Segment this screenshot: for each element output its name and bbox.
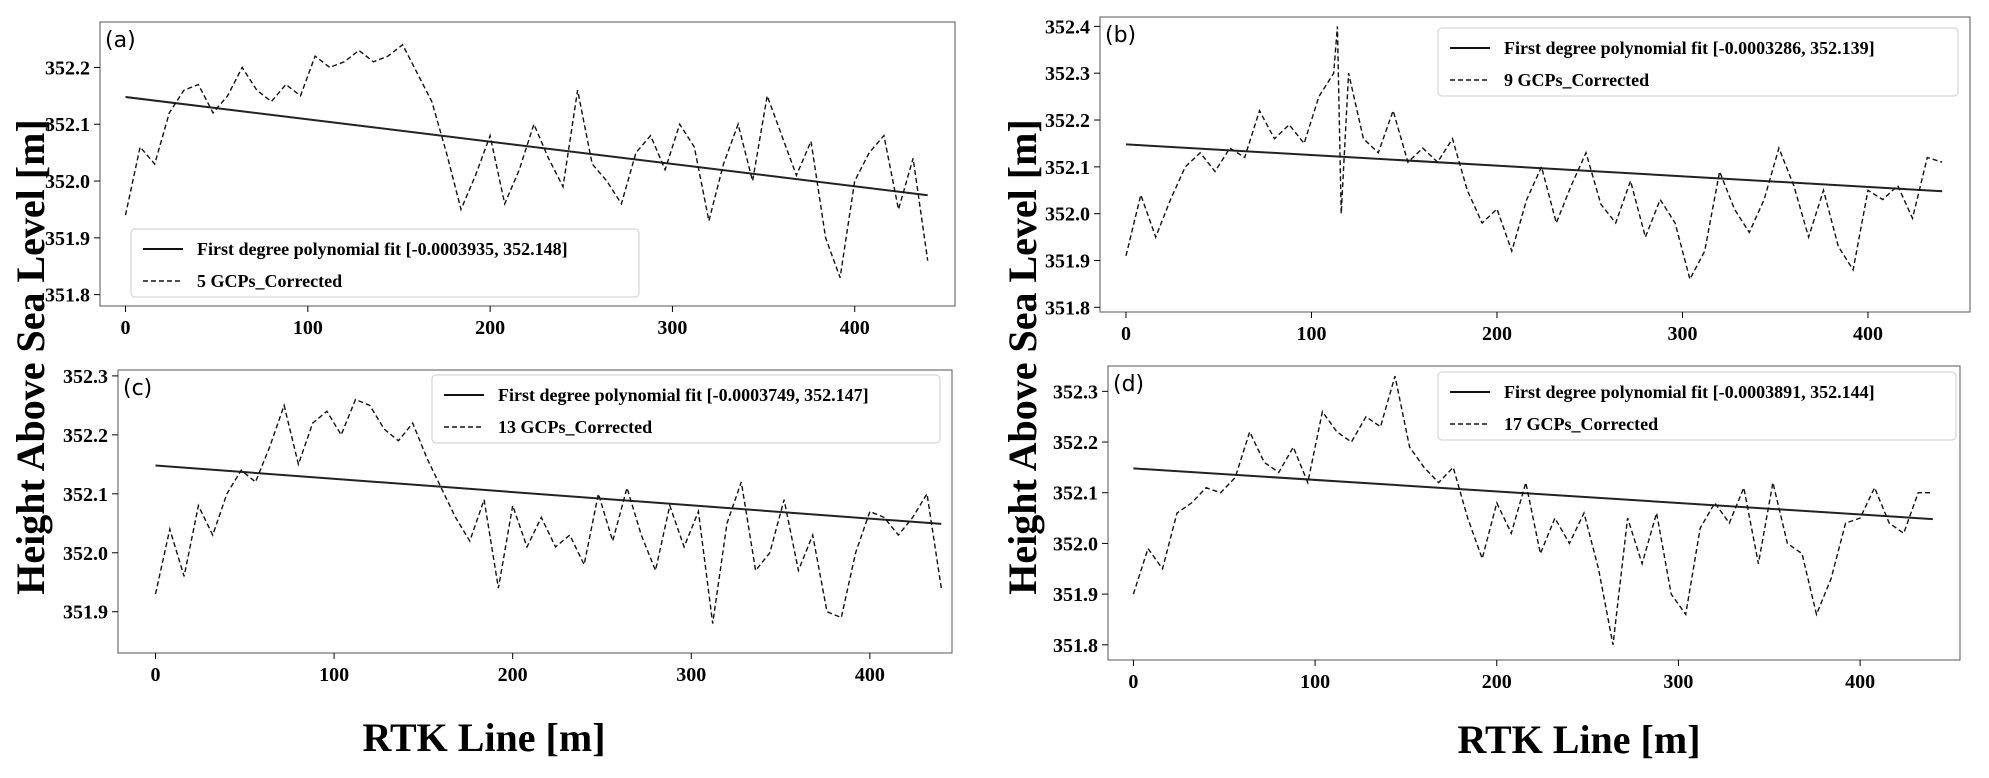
y-tick-label: 352.2 [1045, 110, 1090, 132]
series-line-fit [155, 464, 942, 525]
x-tick-label: 200 [1482, 323, 1512, 345]
legend-box [1437, 27, 1959, 97]
x-tick-label: 0 [151, 664, 161, 686]
y-tick-label: 352.3 [63, 366, 108, 388]
plot-frame [99, 21, 956, 307]
y-tick-label: 352.2 [45, 57, 90, 79]
series-line-fit [1125, 143, 1943, 193]
plot-frame [1099, 16, 1971, 313]
legend-box [431, 374, 941, 444]
legend-box [130, 228, 640, 298]
series-line-fit [1133, 467, 1933, 521]
x-tick-label: 0 [1121, 323, 1131, 345]
y-tick-label: 352.2 [63, 425, 108, 447]
y-tick-label: 351.8 [1053, 635, 1098, 657]
legend: First degree polynomial fit [-0.0003891,… [1437, 371, 1957, 441]
x-tick-label: 300 [1667, 323, 1697, 345]
x-tick-label: 100 [1300, 671, 1330, 693]
plot-frame [117, 369, 953, 654]
y-tick-label: 351.8 [1045, 297, 1090, 319]
y-tick-label: 352.0 [1053, 533, 1098, 555]
y-axis-label-left: Height Above Sea Level [m] [8, 119, 53, 595]
x-tick-label: 200 [475, 317, 505, 339]
x-tick-label: 200 [498, 664, 528, 686]
plot-frame [1107, 365, 1961, 661]
y-tick-label: 352.1 [63, 484, 108, 506]
chart-panel-2: 0 100 200 300 400 352.4 352.3 352.2 352.1 352.0 35… [1045, 16, 1971, 345]
legend-entry: First degree polynomial fit [-0.0003891,… [1504, 382, 1875, 402]
y-tick-label: 351.9 [45, 228, 90, 250]
x-tick-label: 100 [293, 317, 323, 339]
y-tick-label: 352.1 [1053, 483, 1098, 505]
x-axis-label-left: RTK Line [m] [362, 715, 605, 760]
y-tick-label: 351.9 [63, 602, 108, 624]
y-tick-label: 352.0 [63, 543, 108, 565]
y-tick-label: 352.2 [1053, 432, 1098, 454]
x-axis-label-right: RTK Line [m] [1457, 717, 1700, 762]
y-tick-label: 352.0 [45, 171, 90, 193]
series-line-gcps [124, 43, 929, 278]
series-line-gcps [1125, 26, 1943, 282]
x-tick-label: 200 [1482, 671, 1512, 693]
x-tick-label: 300 [676, 664, 706, 686]
legend-box [1437, 371, 1957, 441]
y-tick-label: 351.9 [1045, 250, 1090, 272]
x-tick-label: 0 [121, 317, 131, 339]
x-tick-label: 0 [1128, 671, 1138, 693]
legend: First degree polynomial fit [-0.0003749,… [431, 374, 941, 444]
x-tick-label: 100 [319, 664, 349, 686]
series-line-gcps [1132, 375, 1933, 645]
x-tick-label: 400 [855, 664, 885, 686]
legend-entry: 5 GCPs_Corrected [197, 271, 342, 291]
y-tick-label: 352.1 [1045, 157, 1090, 179]
legend-entry: 9 GCPs_Corrected [1504, 70, 1649, 90]
panel-tag: (d) [1113, 372, 1144, 397]
legend-entry: First degree polynomial fit [-0.0003749,… [498, 385, 869, 405]
x-tick-label: 300 [1663, 671, 1693, 693]
y-tick-label: 352.3 [1045, 63, 1090, 85]
y-tick-label: 352.0 [1045, 204, 1090, 226]
x-tick-label: 300 [657, 317, 687, 339]
x-tick-label: 400 [840, 317, 870, 339]
panel-tag: (c) [123, 376, 152, 401]
series-line-fit [125, 96, 928, 197]
legend-entry: First degree polynomial fit [-0.0003935,… [197, 239, 568, 259]
chart-panel-1: 0 100 200 300 400 352.2 352.1 352.0 351.9 351.8 (a… [45, 21, 956, 339]
legend-entry: First degree polynomial fit [-0.0003286,… [1504, 38, 1875, 58]
chart-panel-4: 0 100 200 300 400 352.3 352.2 352.1 352.0 351.9 35… [1053, 365, 1961, 693]
legend: First degree polynomial fit [-0.0003286,… [1437, 27, 1959, 97]
panels-group: 0 100 200 300 400 352.2 352.1 352.0 351.9 351.8 (a… [45, 16, 1971, 693]
x-tick-label: 400 [1853, 323, 1883, 345]
y-tick-label: 352.3 [1053, 381, 1098, 403]
y-axis-label-right: Height Above Sea Level [m] [1000, 119, 1045, 595]
series-line-gcps [154, 398, 942, 624]
legend-entry: 13 GCPs_Corrected [498, 417, 652, 437]
chart-panel-3: 0 100 200 300 400 352.3 352.2 352.1 352.0 351.9 (c… [63, 366, 953, 686]
x-tick-label: 100 [1296, 323, 1326, 345]
panel-tag: (b) [1105, 23, 1136, 48]
y-tick-label: 351.9 [1053, 584, 1098, 606]
y-tick-label: 351.8 [45, 285, 90, 307]
y-tick-label: 352.4 [1045, 16, 1090, 38]
legend: First degree polynomial fit [-0.0003935,… [130, 228, 640, 298]
legend-entry: 17 GCPs_Corrected [1504, 414, 1658, 434]
panel-tag: (a) [105, 28, 136, 53]
x-tick-label: 400 [1845, 671, 1875, 693]
y-tick-label: 352.1 [45, 114, 90, 136]
